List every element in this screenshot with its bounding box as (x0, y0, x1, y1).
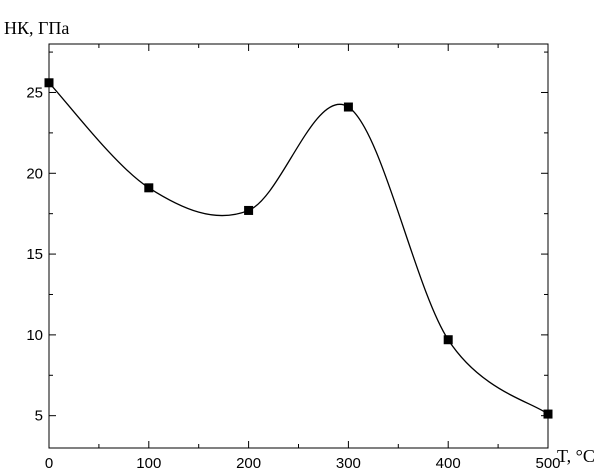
plot-border (48, 43, 549, 449)
x-tick-label: 500 (535, 455, 560, 472)
x-tick-label: 200 (236, 455, 261, 472)
x-tick-label: 400 (436, 455, 461, 472)
series-line (48, 82, 549, 415)
y-tick-label: 10 (26, 327, 43, 344)
x-tick-label: 0 (45, 455, 53, 472)
data-point (144, 183, 154, 193)
x-axis-ticks: 0 100 200 300 400 500 (45, 44, 561, 472)
y-tick-label: 15 (26, 246, 43, 263)
plot-frame (48, 43, 549, 449)
x-tick-label: 100 (136, 455, 161, 472)
y-tick-label: 5 (35, 408, 43, 425)
y-axis-ticks: 5 10 15 20 25 (26, 51, 548, 425)
x-tick-label: 300 (336, 455, 361, 472)
y-tick-label: 25 (26, 84, 43, 101)
data-point (343, 102, 353, 112)
data-point (244, 205, 254, 215)
x-axis-label: T, °C (557, 446, 595, 466)
data-point (44, 78, 54, 88)
y-tick-label: 20 (26, 165, 43, 182)
data-point (443, 335, 453, 345)
data-point (543, 409, 553, 419)
y-axis-label: НК, ГПа (4, 18, 69, 38)
series-markers (44, 78, 553, 419)
